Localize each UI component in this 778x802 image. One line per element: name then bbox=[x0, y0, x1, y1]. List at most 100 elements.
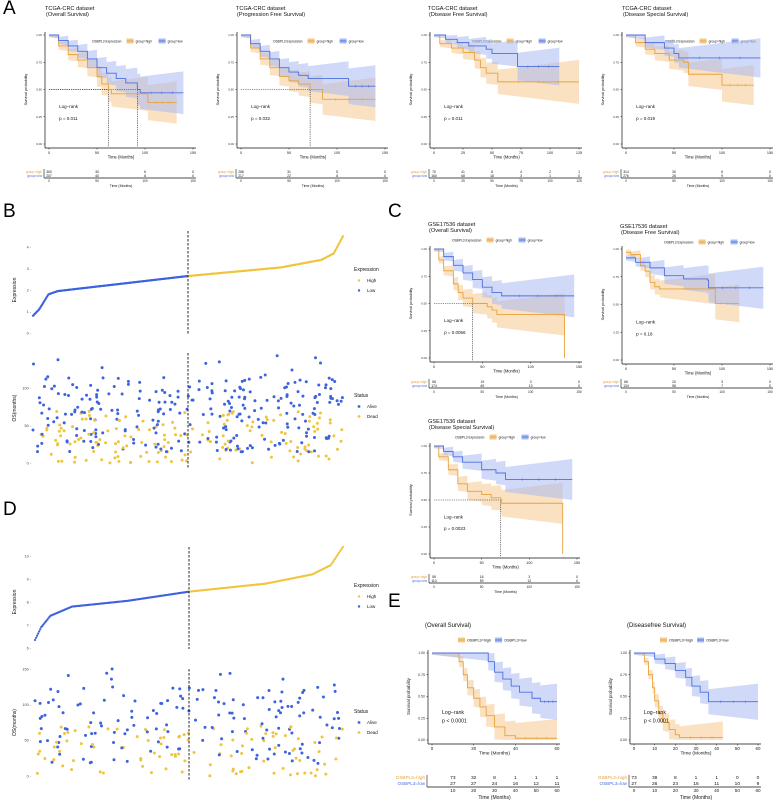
os-point-alive bbox=[241, 388, 245, 392]
risk-count: 0 bbox=[192, 174, 194, 178]
risk-group-label: group=high bbox=[411, 380, 427, 384]
risk-count: 32 bbox=[471, 775, 477, 781]
os-point-dead bbox=[140, 440, 144, 444]
y-tick-label: 0.00 bbox=[421, 356, 427, 360]
risk-count: 0 bbox=[578, 384, 580, 388]
expression-tick-label: 1 - bbox=[27, 310, 32, 314]
os-point-alive bbox=[179, 694, 183, 698]
os-point-alive bbox=[240, 379, 244, 383]
os-point-alive bbox=[300, 441, 304, 445]
os-point-alive bbox=[126, 382, 130, 386]
os-point-alive bbox=[99, 721, 103, 725]
os-point-dead bbox=[56, 442, 60, 446]
os-point-alive bbox=[254, 757, 258, 761]
os-point-dead bbox=[264, 415, 268, 419]
os-point-alive bbox=[112, 758, 116, 762]
risk-count: 300 bbox=[46, 170, 52, 174]
os-point-alive bbox=[273, 700, 277, 704]
legend-title: OSBPL3 Expression bbox=[665, 39, 695, 43]
os-point-dead bbox=[143, 727, 147, 731]
y-tick-label: 1.00 bbox=[421, 444, 427, 448]
survival-curve-low bbox=[626, 34, 761, 59]
risk-count: 22 bbox=[287, 174, 291, 178]
km-plot-a1: TCGA-CRC dataset(Overall Survival) OSBPL3… bbox=[24, 6, 196, 188]
x-tick-label: 20 bbox=[673, 746, 678, 751]
os-point-alive bbox=[156, 740, 160, 744]
risk-count: 70 bbox=[432, 170, 436, 174]
os-point-alive bbox=[217, 753, 221, 757]
plot-title: (Diseasefree Survival) bbox=[627, 623, 686, 629]
x-tick-label: 100 bbox=[334, 151, 340, 155]
x-tick-label: 0 bbox=[625, 151, 627, 155]
survival-curve-low bbox=[434, 445, 573, 480]
os-point-alive bbox=[268, 747, 272, 751]
os-point-alive bbox=[57, 740, 61, 744]
risk-count: 4 bbox=[520, 170, 522, 174]
os-point-dead bbox=[156, 451, 160, 455]
os-point-alive bbox=[323, 386, 327, 390]
os-point-dead bbox=[219, 743, 223, 747]
risk-group-label: OSBPL3=low bbox=[600, 781, 628, 786]
os-point-alive bbox=[333, 689, 337, 693]
os-point-alive bbox=[75, 385, 79, 389]
plot-title: GSE17536 dataset bbox=[428, 419, 476, 425]
os-point-alive bbox=[138, 380, 142, 384]
os-point-dead bbox=[158, 755, 162, 759]
os-point-alive bbox=[337, 726, 341, 730]
os-point-alive bbox=[67, 376, 71, 380]
os-point-alive bbox=[177, 439, 181, 443]
os-point-alive bbox=[210, 382, 214, 386]
os-point-dead bbox=[56, 459, 60, 463]
plot-title: GSE17536 dataset bbox=[620, 224, 668, 230]
os-point-dead bbox=[70, 768, 74, 772]
os-point-alive bbox=[152, 426, 156, 430]
os-point-alive bbox=[144, 443, 148, 447]
os-point-alive bbox=[176, 395, 180, 399]
os-point-dead bbox=[221, 434, 225, 438]
y-tick-label: 1.00 bbox=[421, 33, 427, 37]
risk-count: 19 bbox=[480, 380, 484, 384]
os-point-alive bbox=[329, 387, 333, 391]
os-point-dead bbox=[279, 413, 283, 417]
expression-tick-label: 8 - bbox=[27, 600, 32, 604]
risk-count: 1 bbox=[695, 775, 698, 781]
x-axis-label: Time (Months) bbox=[493, 369, 520, 374]
x-axis-label: Time (Months) bbox=[479, 751, 510, 757]
os-point-dead bbox=[87, 432, 91, 436]
os-point-alive bbox=[289, 401, 293, 405]
x-tick-label: 150 bbox=[767, 367, 773, 371]
ci-band-low bbox=[434, 249, 575, 318]
panel-label-c: C bbox=[388, 201, 402, 222]
risk-tick-label: 50 bbox=[534, 788, 540, 793]
y-axis-label: Survival probability bbox=[409, 74, 413, 106]
os-point-dead bbox=[280, 430, 284, 434]
legend-label: group=low bbox=[528, 238, 544, 242]
os-point-alive bbox=[43, 713, 47, 717]
risk-tick-label: 125 bbox=[576, 179, 582, 183]
os-point-alive bbox=[210, 725, 214, 729]
os-point-dead bbox=[262, 739, 266, 743]
os-point-alive bbox=[162, 412, 166, 416]
os-point-alive bbox=[166, 730, 170, 734]
legend-label: group=low bbox=[349, 39, 365, 43]
risk-group-label: group=high bbox=[411, 170, 427, 174]
os-point-dead bbox=[327, 457, 331, 461]
os-point-alive bbox=[256, 696, 260, 700]
os-point-dead bbox=[334, 757, 338, 761]
os-point-alive bbox=[83, 733, 87, 737]
os-point-dead bbox=[307, 443, 311, 447]
os-point-dead bbox=[159, 742, 163, 746]
km-plot-a2: TCGA-CRC dataset(Progression Free Surviv… bbox=[216, 6, 388, 188]
os-point-alive bbox=[260, 722, 264, 726]
os-point-alive bbox=[311, 708, 315, 712]
y-tick-label: 0.50 bbox=[421, 302, 427, 306]
os-point-alive bbox=[236, 447, 240, 451]
os-point-dead bbox=[182, 733, 186, 737]
risk-group-label: group=low bbox=[27, 174, 42, 178]
risk-count: 0 bbox=[736, 775, 739, 781]
os-point-alive bbox=[151, 418, 155, 422]
os-point-dead bbox=[177, 752, 181, 756]
os-point-alive bbox=[313, 413, 317, 417]
risk-tick-label: 150 bbox=[574, 585, 580, 589]
os-point-alive bbox=[155, 423, 159, 427]
